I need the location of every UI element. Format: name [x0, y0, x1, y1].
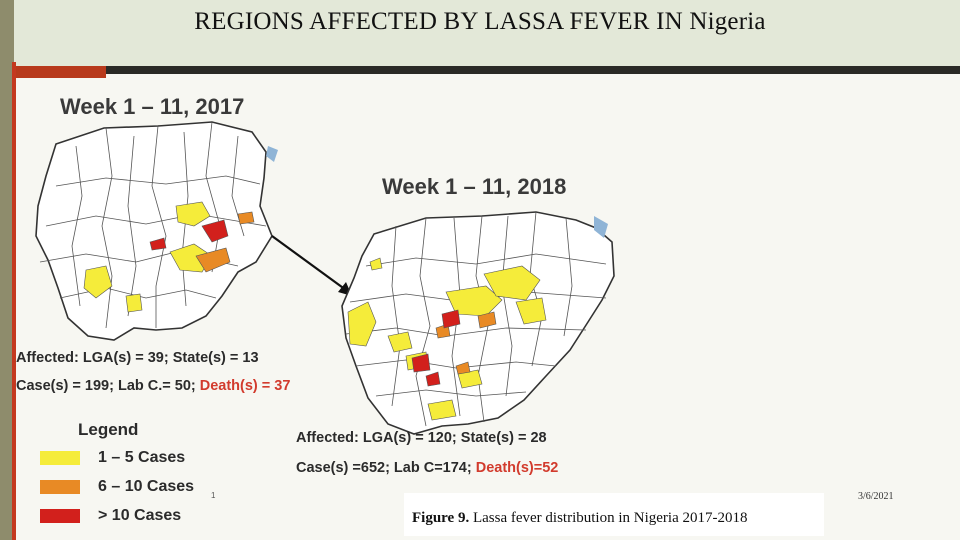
map-2018-region-high-c — [425, 371, 441, 387]
map-2018-cases: Case(s) =652; Lab C=174; Death(s)=52 — [296, 460, 558, 476]
map-2017-region-low-d — [125, 293, 143, 313]
map-2018-region-high-a — [441, 309, 461, 329]
map-2018-region-low-g — [427, 399, 457, 421]
map-2017-cases: Case(s) = 199; Lab C.= 50; Death(s) = 37 — [16, 378, 290, 394]
legend-item-high: > 10 Cases — [40, 507, 181, 525]
map-2018-region-mid-a — [477, 311, 497, 329]
legend-swatch-low — [40, 451, 80, 465]
legend-swatch-high — [40, 509, 80, 523]
map-2017-deaths: Death(s) = 37 — [199, 378, 291, 394]
map-2017-cases-text: Case(s) = 199; Lab C.= 50; — [16, 378, 200, 394]
legend-label-high: > 10 Cases — [98, 507, 182, 524]
legend-item-low: 1 – 5 Cases — [40, 449, 185, 467]
map-2017-outline — [35, 121, 273, 341]
map-2017-region-high-b — [149, 237, 167, 251]
map-2017-title: Week 1 – 11, 2017 — [60, 94, 245, 119]
figure-caption: Figure 9. Lassa fever distribution in Ni… — [412, 510, 748, 527]
legend-label-mid: 6 – 10 Cases — [98, 478, 195, 495]
legend-title: Legend — [78, 420, 139, 439]
slide-title: REGIONS AFFECTED BY LASSA FEVER IN Niger… — [194, 8, 766, 35]
map-2017-region-high-a — [201, 219, 229, 243]
caption-box — [404, 493, 824, 536]
slide-number: 1 — [211, 491, 216, 500]
caption-figure-label: Figure 9. — [412, 510, 470, 526]
legend-swatch-mid — [40, 480, 80, 494]
map-2018-region-low-a — [347, 301, 377, 347]
map-2017-region-low-a — [175, 201, 211, 227]
map-2017-region-low-c — [83, 265, 113, 299]
map-2018-region-low-b — [445, 285, 503, 317]
map-2018-region-low-c — [483, 265, 541, 301]
map-2017-water — [266, 146, 278, 162]
map-2018-region-low-h — [457, 369, 483, 389]
arrow-2017-to-2018 — [271, 235, 352, 296]
figure-top-edge — [16, 66, 960, 74]
map-2018-water — [594, 216, 608, 238]
map-2018-region-high-b — [411, 353, 431, 373]
map-2018-region-low-d — [515, 297, 547, 325]
map-2018-cases-text: Case(s) =652; Lab C=174; — [296, 460, 476, 476]
figure-red-corner — [16, 66, 106, 78]
map-2018-affected: Affected: LGA(s) = 120; State(s) = 28 — [296, 430, 547, 446]
map-2017-region-mid-b — [237, 211, 255, 225]
map-2018 — [341, 211, 615, 435]
map-2017-region-mid-a — [195, 247, 231, 273]
slide-left-stripe — [0, 0, 14, 540]
map-2018-deaths: Death(s)=52 — [475, 460, 559, 476]
map-2018-title: Week 1 – 11, 2018 — [382, 174, 567, 199]
caption-text: Lassa fever distribution in Nigeria 2017… — [469, 510, 748, 526]
nigeria-maps-svg — [35, 121, 615, 435]
map-figure: Week 1 – 11, 2017 Week 1 – 11, 2018 Affe… — [16, 66, 960, 540]
slide-date: 3/6/2021 — [858, 491, 894, 502]
legend-label-low: 1 – 5 Cases — [98, 449, 186, 466]
legend-item-mid: 6 – 10 Cases — [40, 478, 194, 496]
slide-left-accent — [12, 62, 16, 540]
map-2018-outline — [341, 211, 615, 435]
map-2018-region-low-i — [369, 257, 383, 271]
map-2017 — [35, 121, 278, 341]
map-2018-region-low-e — [387, 331, 413, 353]
map-2017-affected: Affected: LGA(s) = 39; State(s) = 13 — [16, 350, 259, 366]
map-2018-region-mid-b — [455, 361, 471, 375]
